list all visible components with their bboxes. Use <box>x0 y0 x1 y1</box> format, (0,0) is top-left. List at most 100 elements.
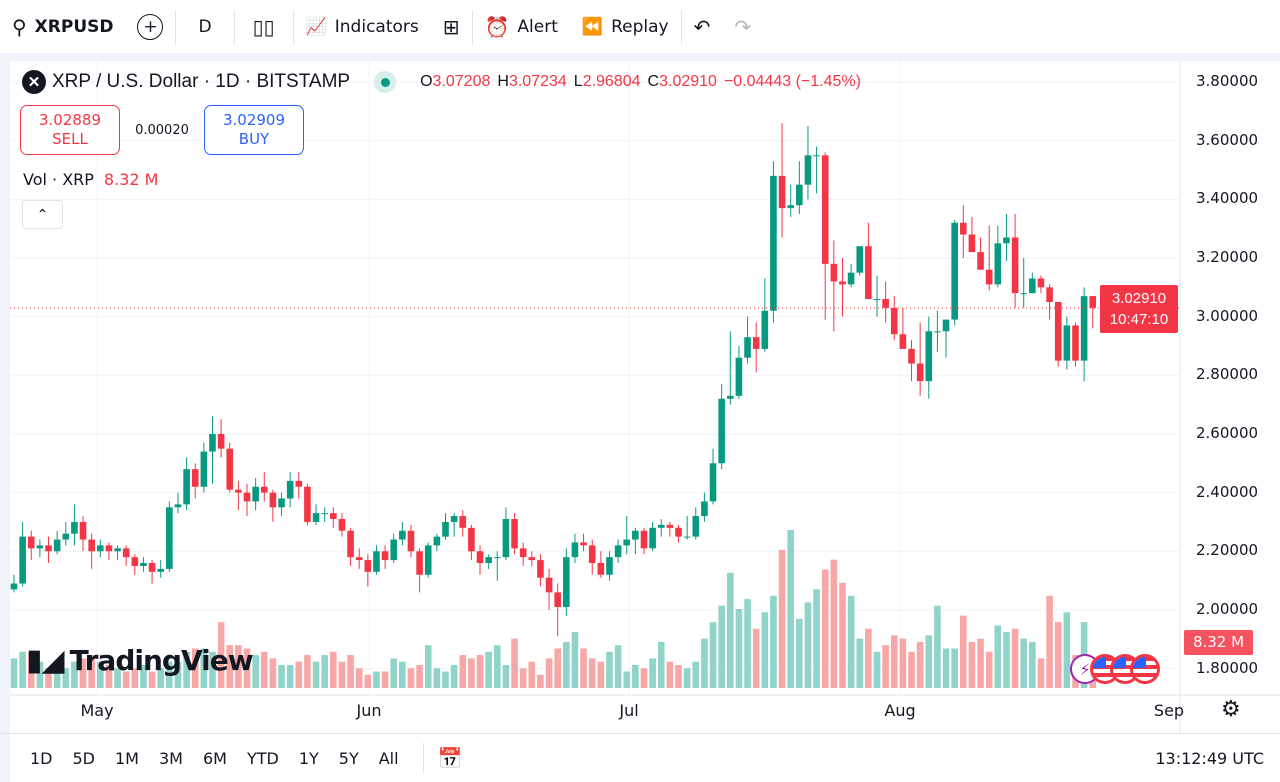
volume-bar <box>252 655 259 688</box>
settings-gear-icon[interactable]: ⚙ <box>1221 697 1241 722</box>
events-markers[interactable]: ⚡ <box>1070 654 1160 684</box>
alert-button[interactable]: ⏰ Alert <box>484 14 558 39</box>
volume-bar <box>709 622 717 688</box>
range-ytd[interactable]: YTD <box>246 748 279 768</box>
candle-body <box>19 536 26 584</box>
time-label-jul: Jul <box>619 701 639 720</box>
volume-bar <box>243 648 251 688</box>
volume-bar <box>554 648 561 688</box>
candle-body <box>571 542 579 558</box>
candle-body <box>796 184 803 206</box>
volume-legend: Vol · XRP 8.32 M <box>23 170 158 189</box>
range-1y[interactable]: 1Y <box>298 748 319 768</box>
candle-body <box>433 536 441 546</box>
trade-buttons: 3.02889 SELL 0.00020 3.02909 BUY <box>20 105 304 155</box>
volume-bar <box>873 651 881 688</box>
undo-button[interactable]: ↶ <box>682 7 723 47</box>
volume-bar <box>985 651 993 688</box>
candle-body <box>62 533 70 540</box>
candle-body <box>908 348 915 364</box>
volume-bar <box>528 661 536 688</box>
go-to-date-calendar-icon[interactable]: 📅 <box>437 746 463 770</box>
candle-body <box>373 551 380 572</box>
candle-body <box>960 222 967 235</box>
range-all[interactable]: All <box>378 748 399 768</box>
candle-body <box>649 527 656 549</box>
collapse-legend-button[interactable]: ⌃ <box>22 200 63 229</box>
range-1m[interactable]: 1M <box>115 748 139 768</box>
price-axis-label: 2.00000 <box>1196 599 1259 618</box>
range-5y[interactable]: 5Y <box>338 748 359 768</box>
volume-bar <box>804 602 812 688</box>
volume-bar <box>122 671 130 688</box>
candle-body <box>597 563 605 575</box>
volume-bar <box>519 668 527 688</box>
price-axis-label: 1.80000 <box>1196 658 1259 677</box>
volume-bar <box>1011 628 1019 688</box>
toolbar-divider <box>0 53 1280 61</box>
volume-bar <box>191 648 199 688</box>
volume-bar <box>278 664 285 688</box>
chart-type-button[interactable]: ▯▯ <box>235 7 293 47</box>
clock-timezone[interactable]: 13:12:49 UTC <box>1155 748 1264 768</box>
volume-bar <box>865 628 872 688</box>
time-label-jun: Jun <box>356 701 382 720</box>
candle-body <box>623 539 631 546</box>
volume-bar <box>399 661 406 688</box>
buy-button[interactable]: 3.02909 BUY <box>204 105 304 155</box>
volume-bar <box>960 615 967 688</box>
redo-button[interactable]: ↷ <box>722 7 763 47</box>
candle-body <box>899 334 907 349</box>
range-1d[interactable]: 1D <box>30 748 53 768</box>
candle-body <box>97 545 104 552</box>
volume-bar <box>925 635 933 688</box>
price-chart[interactable] <box>10 61 1280 733</box>
sell-button[interactable]: 3.02889 SELL <box>20 105 120 155</box>
candle-body <box>942 319 950 332</box>
candle-body <box>79 521 87 540</box>
volume-bar <box>62 668 70 688</box>
candle-body <box>1011 237 1019 294</box>
volume-bar <box>545 658 553 688</box>
indicators-button[interactable]: 📈 Indicators <box>305 16 419 37</box>
price-axis-label: 3.00000 <box>1196 306 1259 325</box>
candle-body <box>450 516 458 522</box>
volume-bar <box>692 661 700 688</box>
range-6m[interactable]: 6M <box>202 748 227 768</box>
volume-bar <box>1029 641 1036 688</box>
range-3m[interactable]: 3M <box>158 748 183 768</box>
volume-bar <box>226 645 234 688</box>
open-label: O <box>420 73 433 90</box>
candle-body <box>295 480 303 487</box>
top-toolbar: ⚲ XRPUSD + D ▯▯ 📈 Indicators ⊞ ⏰ Alert ⏪ Rep… <box>0 0 1280 53</box>
volume-bar <box>338 661 346 688</box>
volume-bar <box>735 609 743 688</box>
replay-button[interactable]: ⏪ Replay <box>581 16 669 37</box>
candle-body <box>761 310 769 349</box>
candle-body <box>174 504 182 508</box>
candle-body <box>787 205 794 209</box>
interval-button[interactable]: D <box>198 16 212 37</box>
layouts-button[interactable]: ⊞ <box>431 7 472 47</box>
volume-bar <box>364 674 372 688</box>
candle-body <box>424 545 432 575</box>
symbol-search-button[interactable]: ⚲ XRPUSD <box>12 14 114 39</box>
us-flag-event-icon[interactable] <box>1130 654 1160 684</box>
volume-bar <box>148 671 156 688</box>
volume-bar <box>1020 638 1028 688</box>
range-5d[interactable]: 5D <box>72 748 96 768</box>
candle-body <box>105 545 113 552</box>
candle-body <box>580 542 587 546</box>
candle-body <box>554 592 561 608</box>
candle-body <box>666 524 674 528</box>
volume-bar <box>916 641 924 688</box>
volume-bar <box>209 651 216 688</box>
volume-bar <box>537 674 544 688</box>
candle-body <box>459 516 467 528</box>
alarm-clock-icon: ⏰ <box>484 14 510 39</box>
candle-body <box>36 545 44 549</box>
compare-button[interactable]: + <box>125 7 175 47</box>
candle-body <box>545 577 553 593</box>
volume-bar <box>614 645 622 688</box>
candle-body <box>260 486 268 493</box>
